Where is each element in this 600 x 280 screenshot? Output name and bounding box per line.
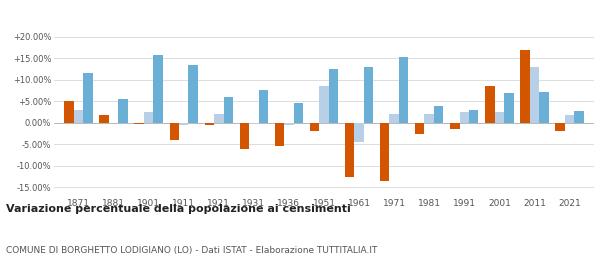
Bar — [214, 114, 224, 123]
Bar — [380, 123, 389, 181]
Bar — [399, 57, 409, 123]
Bar — [179, 123, 188, 125]
Bar — [74, 110, 83, 123]
Bar — [424, 114, 434, 123]
Text: COMUNE DI BORGHETTO LODIGIANO (LO) - Dati ISTAT - Elaborazione TUTTITALIA.IT: COMUNE DI BORGHETTO LODIGIANO (LO) - Dat… — [6, 246, 377, 255]
Bar — [469, 110, 478, 123]
Bar — [460, 112, 469, 123]
Bar — [319, 86, 329, 123]
Bar — [310, 123, 319, 131]
Bar — [574, 111, 584, 123]
Bar — [284, 123, 293, 125]
Bar — [345, 123, 355, 177]
Bar — [355, 123, 364, 142]
Bar — [239, 123, 249, 149]
Bar — [144, 112, 154, 123]
Bar — [504, 93, 514, 123]
Bar — [329, 69, 338, 123]
Bar — [64, 101, 74, 123]
Bar — [188, 65, 198, 123]
Bar — [364, 67, 373, 123]
Bar — [389, 114, 399, 123]
Bar — [134, 123, 144, 124]
Bar — [275, 123, 284, 146]
Bar — [450, 123, 460, 129]
Bar — [539, 92, 548, 123]
Bar — [494, 112, 504, 123]
Text: Variazione percentuale della popolazione ai censimenti: Variazione percentuale della popolazione… — [6, 204, 351, 214]
Bar — [100, 115, 109, 123]
Bar — [154, 55, 163, 123]
Bar — [83, 73, 93, 123]
Bar — [170, 123, 179, 140]
Bar — [205, 123, 214, 125]
Bar — [520, 50, 530, 123]
Bar — [530, 67, 539, 123]
Bar — [565, 115, 574, 123]
Bar — [224, 97, 233, 123]
Bar — [293, 103, 303, 123]
Bar — [118, 99, 128, 123]
Bar — [434, 106, 443, 123]
Bar — [555, 123, 565, 131]
Bar — [259, 90, 268, 123]
Bar — [249, 123, 259, 124]
Bar — [415, 123, 424, 134]
Bar — [485, 86, 494, 123]
